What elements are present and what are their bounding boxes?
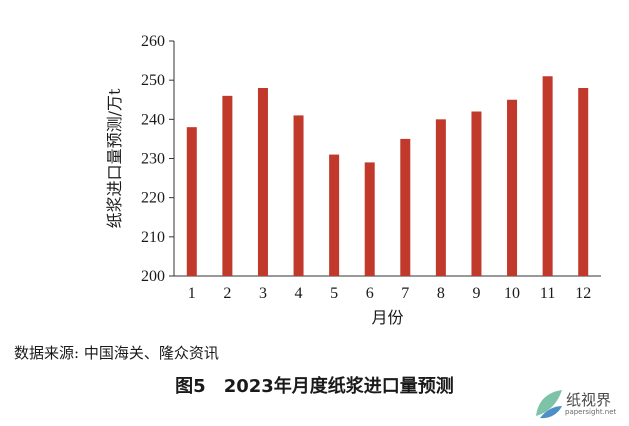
bar-month-6	[364, 162, 375, 276]
bar-month-4	[293, 115, 304, 277]
y-tick-label: 260	[141, 33, 165, 50]
x-tick-label: 9	[472, 285, 480, 302]
bar-month-7	[400, 138, 411, 276]
y-axis-title: 纸浆进口量预测/万t	[105, 88, 124, 228]
bar-month-12	[578, 88, 589, 276]
leaf-green-icon	[536, 390, 562, 416]
y-tick-label: 230	[141, 151, 165, 168]
bar-month-5	[329, 154, 340, 276]
watermark-url: papersight.net	[565, 408, 617, 416]
x-tick-label: 2	[223, 285, 231, 302]
x-tick-label: 8	[437, 285, 445, 302]
x-tick-label: 5	[330, 285, 338, 302]
bar-month-8	[435, 119, 446, 276]
y-axis: 200 210 220 230 240 250 260	[141, 33, 175, 285]
x-tick-label: 1	[188, 285, 196, 302]
source-note: 数据来源: 中国海关、隆众资讯	[14, 344, 219, 362]
x-axis-title: 月份	[371, 308, 403, 327]
bar-month-2	[222, 95, 233, 276]
bar-month-11	[542, 76, 553, 276]
x-tick-label: 11	[540, 285, 555, 302]
x-tick-label: 12	[575, 285, 591, 302]
y-tick-label: 200	[141, 268, 165, 285]
bar-month-10	[507, 99, 518, 276]
bar-month-3	[257, 88, 268, 276]
y-tick-label: 240	[141, 111, 165, 128]
leaf-blue-icon	[540, 406, 562, 419]
watermark-name: 纸视界	[566, 391, 612, 409]
y-tick-label: 220	[141, 190, 165, 207]
x-tick-label: 4	[295, 285, 303, 302]
x-axis: 1 2 3 4 5 6 7 8 9 10 11 12	[174, 275, 601, 302]
x-tick-label: 10	[504, 285, 520, 302]
y-tick-label: 210	[141, 229, 165, 246]
x-tick-label: 3	[259, 285, 267, 302]
bars-group	[186, 76, 589, 277]
figure-number: 图5	[175, 376, 206, 397]
y-tick-label: 250	[141, 72, 165, 89]
bar-month-1	[186, 127, 197, 277]
watermark-logo: 纸视界 papersight.net	[532, 386, 624, 422]
x-tick-label: 6	[366, 285, 374, 302]
x-tick-label: 7	[401, 285, 409, 302]
figure-caption: 图5 2023年月度纸浆进口量预测	[0, 372, 629, 398]
leaf-logo-icon	[536, 390, 562, 419]
figure-title: 2023年月度纸浆进口量预测	[223, 376, 454, 397]
bar-month-9	[471, 111, 482, 276]
